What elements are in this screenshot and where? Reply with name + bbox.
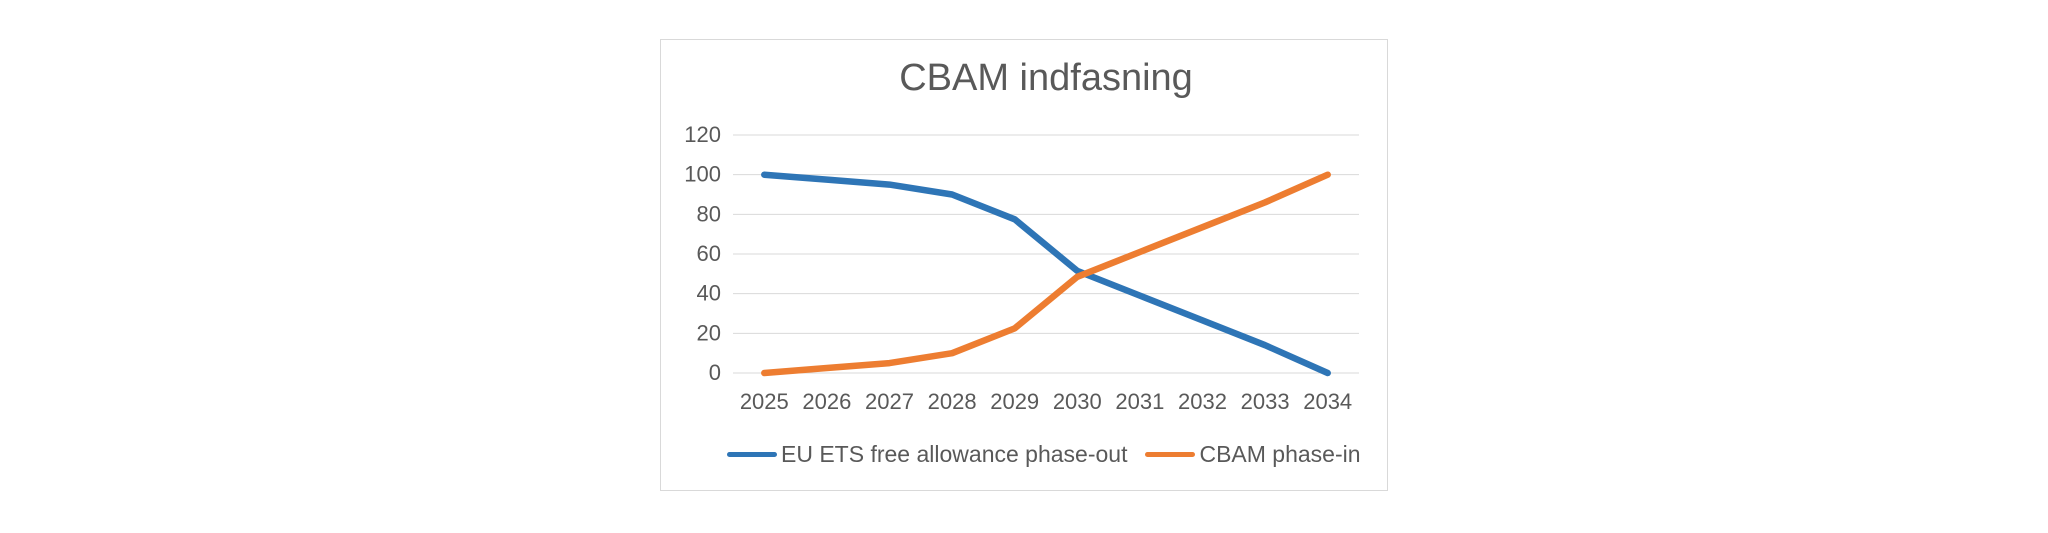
- chart-title: CBAM indfasning: [899, 57, 1193, 99]
- x-axis-tick-label: 2029: [990, 389, 1039, 414]
- x-axis-tick-label: 2025: [740, 389, 789, 414]
- series-line-cbam-phase-in: [761, 171, 1331, 377]
- series-line-eu-ets-free-allowance-phase-out: [761, 171, 1331, 377]
- legend-item-cbam-phase-in: CBAM phase-in: [1145, 440, 1361, 468]
- x-axis-tick-label: 2028: [928, 389, 977, 414]
- y-axis-tick-label: 0: [709, 360, 721, 385]
- legend-item-eu-ets-free-allowance-phase-out: EU ETS free allowance phase-out: [727, 441, 1127, 468]
- chart-container: CBAM indfasning 0 20 40 60 80 100 120 2025 2026 2…: [660, 39, 1388, 491]
- legend-label: EU ETS free allowance phase-out: [781, 440, 1128, 467]
- x-axis-tick-label: 2026: [802, 389, 851, 414]
- x-axis-tick-label: 2030: [1053, 389, 1102, 414]
- y-axis-tick-label: 100: [684, 162, 721, 187]
- y-axis-tick-label: 80: [697, 201, 721, 226]
- plot-area: 0 20 40 60 80 100 120 2025 2026 2027 2028 2029 2030 2…: [684, 122, 1359, 414]
- legend-line-swatch-icon: [1145, 451, 1196, 457]
- x-axis-tick-label: 2032: [1178, 389, 1227, 414]
- x-axis-tick-label: 2034: [1303, 389, 1352, 414]
- y-axis-tick-label: 60: [697, 241, 721, 266]
- x-axis-tick-label: 2031: [1115, 389, 1164, 414]
- legend-label: CBAM phase-in: [1199, 440, 1361, 467]
- y-axis-tick-label: 20: [697, 320, 721, 345]
- y-axis-tick-label: 120: [684, 122, 721, 147]
- x-axis-tick-label: 2033: [1241, 389, 1290, 414]
- y-axis-tick-label: 40: [697, 281, 721, 306]
- chart-legend: EU ETS free allowance phase-out CBAM phas…: [727, 440, 1361, 468]
- x-axis-tick-label: 2027: [865, 389, 914, 414]
- legend-line-swatch-icon: [727, 451, 777, 457]
